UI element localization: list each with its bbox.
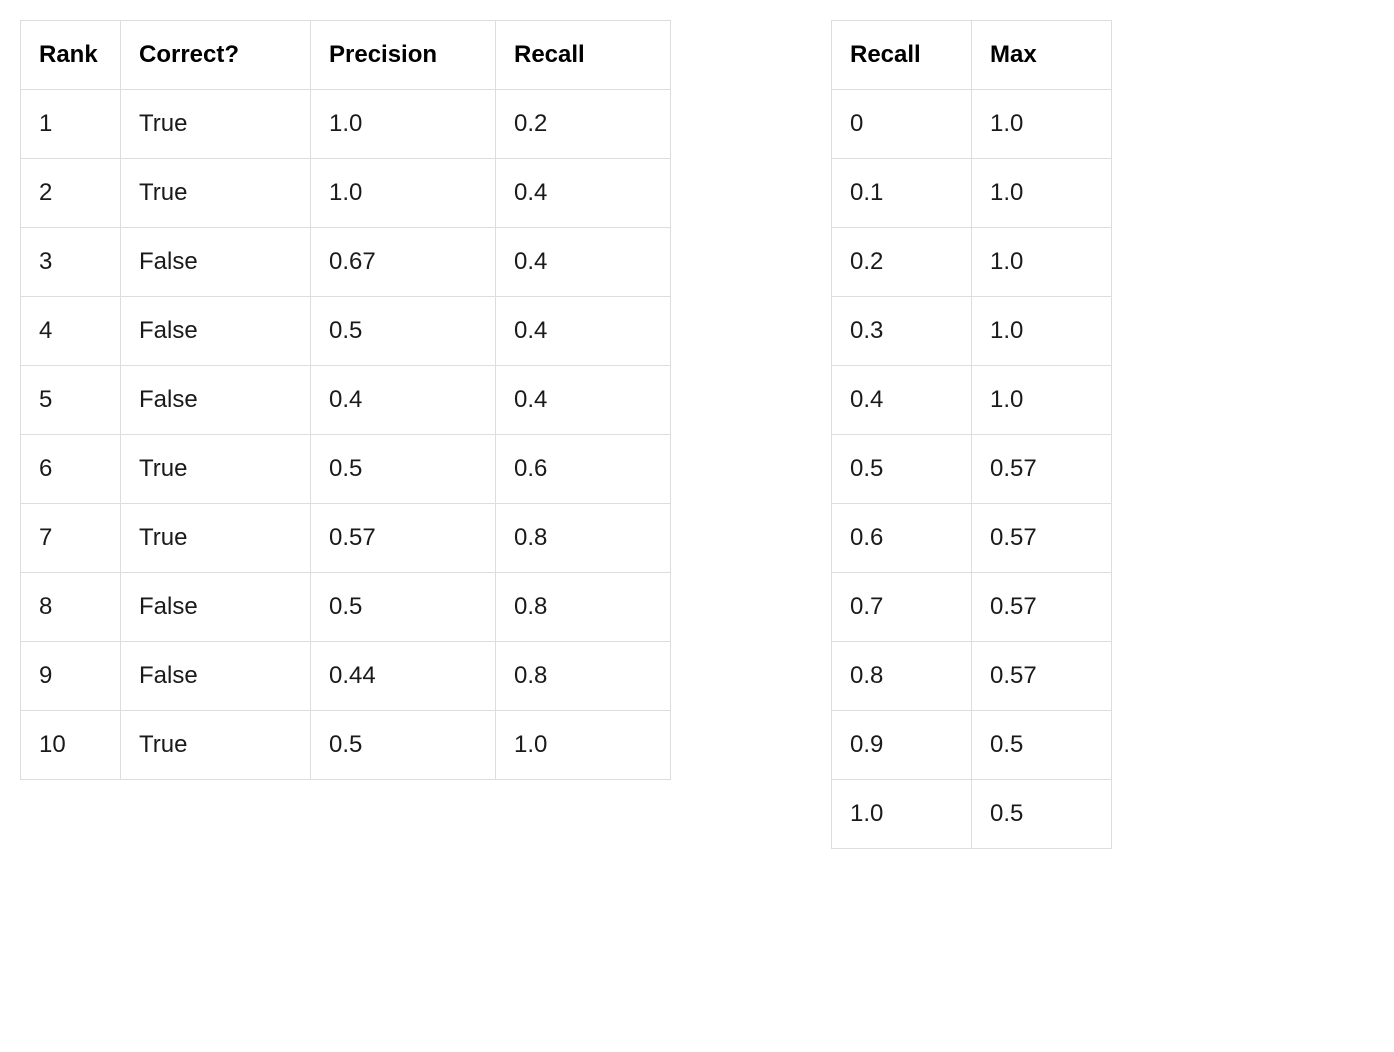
- cell-max: 1.0: [972, 90, 1112, 159]
- cell-max: 0.57: [972, 435, 1112, 504]
- cell-recall: 0.4: [832, 366, 972, 435]
- cell-precision: 0.5: [311, 573, 496, 642]
- cell-rank: 1: [21, 90, 121, 159]
- table-row: 1 True 1.0 0.2: [21, 90, 671, 159]
- cell-rank: 5: [21, 366, 121, 435]
- table-row: 0.5 0.57: [832, 435, 1112, 504]
- table-row: 0.4 1.0: [832, 366, 1112, 435]
- cell-recall: 0.4: [496, 297, 671, 366]
- cell-precision: 0.5: [311, 435, 496, 504]
- table-row: 5 False 0.4 0.4: [21, 366, 671, 435]
- table-row: 0 1.0: [832, 90, 1112, 159]
- cell-correct: False: [121, 228, 311, 297]
- cell-correct: True: [121, 504, 311, 573]
- table-row: 0.3 1.0: [832, 297, 1112, 366]
- col-header-rank: Rank: [21, 21, 121, 90]
- cell-recall: 0.3: [832, 297, 972, 366]
- cell-recall: 0.2: [832, 228, 972, 297]
- cell-rank: 4: [21, 297, 121, 366]
- cell-correct: False: [121, 573, 311, 642]
- cell-precision: 0.4: [311, 366, 496, 435]
- col-header-correct: Correct?: [121, 21, 311, 90]
- cell-recall: 0.4: [496, 228, 671, 297]
- cell-rank: 10: [21, 711, 121, 780]
- table-row: 0.2 1.0: [832, 228, 1112, 297]
- cell-precision: 0.5: [311, 711, 496, 780]
- cell-correct: False: [121, 366, 311, 435]
- cell-recall: 1.0: [496, 711, 671, 780]
- table-row: 4 False 0.5 0.4: [21, 297, 671, 366]
- table-row: 7 True 0.57 0.8: [21, 504, 671, 573]
- cell-precision: 1.0: [311, 159, 496, 228]
- cell-precision: 0.5: [311, 297, 496, 366]
- cell-rank: 2: [21, 159, 121, 228]
- cell-recall: 0.8: [496, 642, 671, 711]
- table-row: 1.0 0.5: [832, 780, 1112, 849]
- table-row: 6 True 0.5 0.6: [21, 435, 671, 504]
- cell-recall: 0.4: [496, 366, 671, 435]
- cell-max: 1.0: [972, 228, 1112, 297]
- cell-max: 1.0: [972, 366, 1112, 435]
- cell-recall: 0.8: [496, 573, 671, 642]
- table-row: 10 True 0.5 1.0: [21, 711, 671, 780]
- table-row: 3 False 0.67 0.4: [21, 228, 671, 297]
- cell-max: 0.5: [972, 780, 1112, 849]
- table-row: 0.1 1.0: [832, 159, 1112, 228]
- cell-recall: 0.7: [832, 573, 972, 642]
- cell-recall: 0.9: [832, 711, 972, 780]
- col-header-recall: Recall: [832, 21, 972, 90]
- cell-max: 0.57: [972, 573, 1112, 642]
- cell-max: 0.5: [972, 711, 1112, 780]
- cell-rank: 3: [21, 228, 121, 297]
- table-header-row: Rank Correct? Precision Recall: [21, 21, 671, 90]
- cell-max: 0.57: [972, 504, 1112, 573]
- col-header-max: Max: [972, 21, 1112, 90]
- table-row: 0.7 0.57: [832, 573, 1112, 642]
- cell-correct: True: [121, 159, 311, 228]
- cell-max: 1.0: [972, 159, 1112, 228]
- cell-rank: 8: [21, 573, 121, 642]
- cell-recall: 0.2: [496, 90, 671, 159]
- tables-container: Rank Correct? Precision Recall 1 True 1.…: [20, 20, 1374, 849]
- recall-max-table: Recall Max 0 1.0 0.1 1.0 0.2 1.0 0.3 1.0: [831, 20, 1112, 849]
- cell-rank: 6: [21, 435, 121, 504]
- table-row: 0.6 0.57: [832, 504, 1112, 573]
- precision-recall-table: Rank Correct? Precision Recall 1 True 1.…: [20, 20, 671, 780]
- cell-recall: 0.5: [832, 435, 972, 504]
- cell-precision: 0.67: [311, 228, 496, 297]
- col-header-recall: Recall: [496, 21, 671, 90]
- cell-rank: 7: [21, 504, 121, 573]
- cell-precision: 1.0: [311, 90, 496, 159]
- cell-recall: 0.8: [832, 642, 972, 711]
- cell-correct: False: [121, 642, 311, 711]
- cell-correct: True: [121, 711, 311, 780]
- table-header-row: Recall Max: [832, 21, 1112, 90]
- cell-recall: 0.4: [496, 159, 671, 228]
- cell-correct: True: [121, 90, 311, 159]
- cell-recall: 0.1: [832, 159, 972, 228]
- cell-max: 1.0: [972, 297, 1112, 366]
- cell-recall: 0.8: [496, 504, 671, 573]
- table-row: 8 False 0.5 0.8: [21, 573, 671, 642]
- cell-rank: 9: [21, 642, 121, 711]
- col-header-precision: Precision: [311, 21, 496, 90]
- cell-recall: 1.0: [832, 780, 972, 849]
- cell-correct: False: [121, 297, 311, 366]
- cell-precision: 0.57: [311, 504, 496, 573]
- table-row: 0.9 0.5: [832, 711, 1112, 780]
- table-row: 2 True 1.0 0.4: [21, 159, 671, 228]
- cell-recall: 0.6: [496, 435, 671, 504]
- cell-correct: True: [121, 435, 311, 504]
- cell-recall: 0.6: [832, 504, 972, 573]
- cell-max: 0.57: [972, 642, 1112, 711]
- table-row: 0.8 0.57: [832, 642, 1112, 711]
- cell-precision: 0.44: [311, 642, 496, 711]
- table-row: 9 False 0.44 0.8: [21, 642, 671, 711]
- cell-recall: 0: [832, 90, 972, 159]
